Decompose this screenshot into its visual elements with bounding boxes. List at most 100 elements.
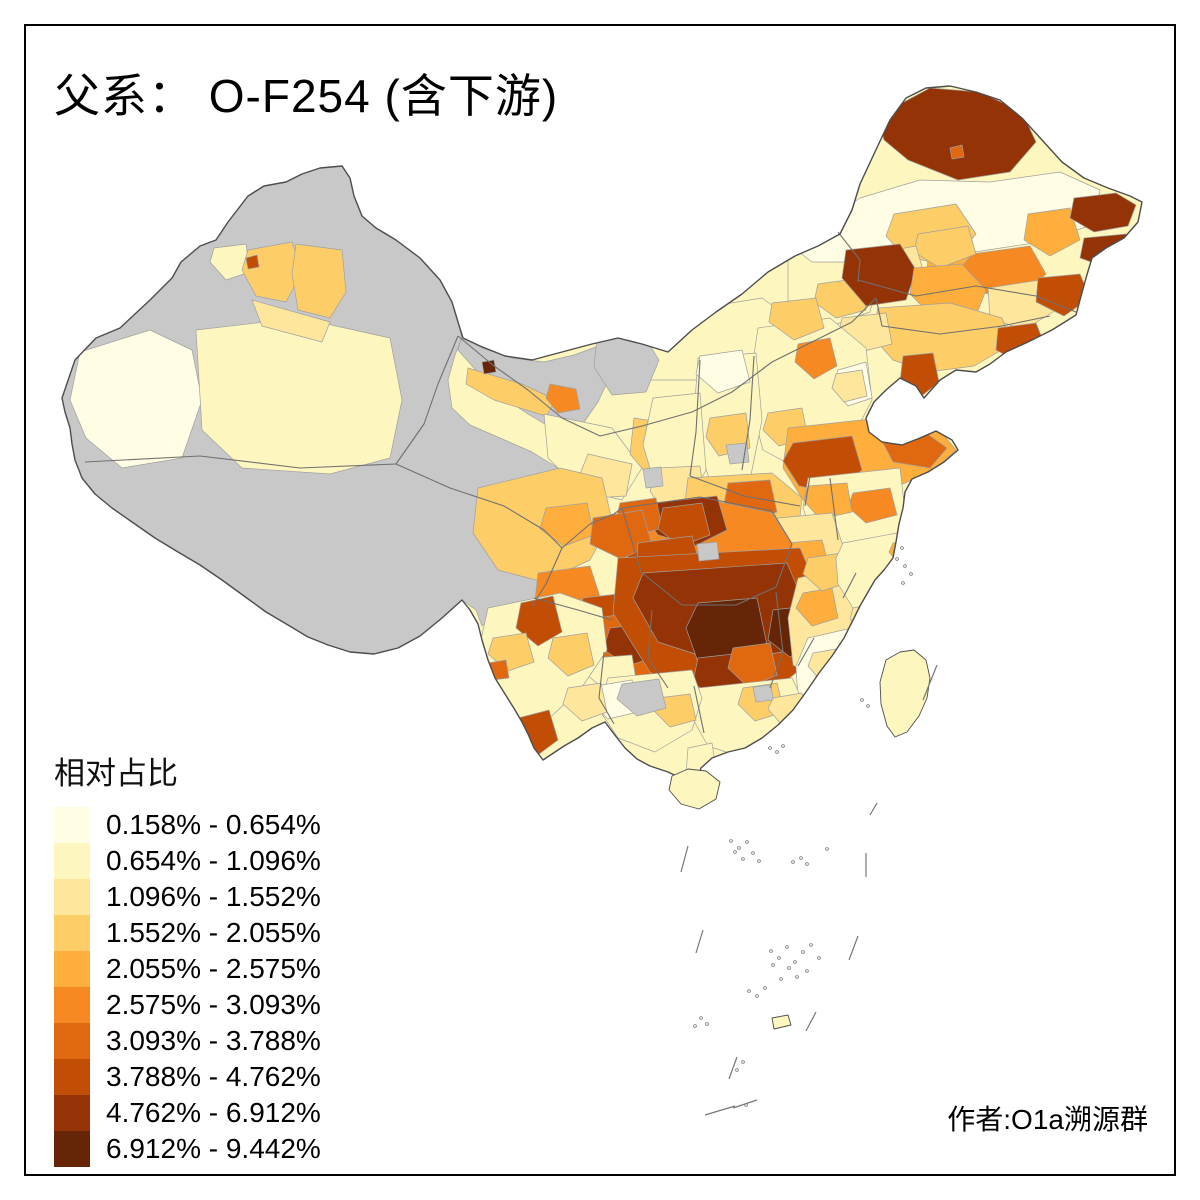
small-island-speck [768, 746, 772, 750]
legend-swatch [54, 879, 90, 915]
small-island-speck [744, 1103, 748, 1107]
map-region-hlj-top-dark [877, 87, 1037, 181]
map-region-ln-east-dark [995, 322, 1047, 363]
map-region-yn-km-orange [547, 632, 595, 677]
legend-row: 1.096% - 1.552% [54, 879, 321, 915]
small-island-speck [755, 994, 759, 998]
map-region-sc-chengdu-orange [539, 502, 595, 547]
map-region-xj-west-cream [69, 329, 203, 469]
legend-row: 3.093% - 3.788% [54, 1023, 321, 1059]
legend-swatch [54, 843, 90, 879]
province-border-line [395, 463, 563, 549]
small-island-speck [805, 969, 809, 973]
legend-label: 4.762% - 6.912% [106, 1097, 321, 1128]
map-region-xz-orange [803, 482, 853, 520]
small-island-speck [741, 1060, 745, 1064]
legend-row: 1.552% - 2.055% [54, 915, 321, 951]
map-island-itu-aba [771, 1014, 792, 1030]
province-border-line [84, 455, 397, 469]
map-region-hlj-speck [949, 144, 965, 160]
province-border-line [741, 355, 755, 471]
map-region-wz-pale2 [849, 602, 883, 634]
small-island-speck [693, 1024, 697, 1028]
map-island-taiwan [879, 649, 931, 738]
province-border-line [693, 685, 705, 734]
small-island-speck [775, 750, 779, 754]
legend-row: 4.762% - 6.912% [54, 1095, 321, 1131]
mainland-outline [61, 85, 1143, 801]
legend-swatch [54, 1023, 90, 1059]
small-island-speck [699, 1016, 703, 1020]
sea-boundary-dash [728, 1056, 738, 1080]
map-region-sc-ne-dark-orange [589, 509, 653, 560]
small-island-speck [729, 839, 733, 843]
province-border-line [689, 475, 801, 507]
small-island-speck [860, 698, 864, 702]
small-island-speck [747, 989, 751, 993]
small-island-speck [735, 1068, 739, 1072]
sea-boundary-dash [848, 935, 859, 961]
map-island-hainan [668, 768, 721, 810]
small-island-speck [705, 1022, 709, 1026]
small-island-speck [785, 945, 789, 949]
sea-boundary-dash [704, 1105, 736, 1116]
legend: 相对占比 0.158% - 0.654% 0.654% - 1.096% 1.096… [54, 748, 321, 1167]
legend-label: 0.158% - 0.654% [106, 809, 321, 840]
legend-swatch [54, 987, 90, 1023]
map-region-gray-speck-b [642, 466, 664, 489]
sea-boundary-dash [805, 1011, 817, 1032]
legend-label: 6.912% - 9.442% [106, 1133, 321, 1164]
map-region-hb-gray-speck [696, 541, 720, 562]
province-border-line [797, 637, 815, 667]
province-border-line [842, 572, 857, 599]
province-border-line [457, 335, 601, 437]
small-island-speck [787, 966, 791, 970]
map-region-chengde-orange [768, 297, 825, 341]
legend-swatch [54, 1059, 90, 1095]
legend-row: 2.575% - 3.093% [54, 987, 321, 1023]
small-island-speck [895, 557, 899, 561]
attribution: 作者:O1a溯源群 [947, 1104, 1148, 1135]
small-island-speck [741, 857, 745, 861]
map-region-datong-cream [695, 349, 751, 394]
map-region-tj-pale [831, 369, 868, 403]
map-region-cq-e-dark [657, 502, 711, 547]
small-island-speck [751, 851, 755, 855]
small-island-speck [777, 956, 781, 960]
province-border-line [395, 335, 459, 465]
legend-swatch [54, 951, 90, 987]
small-island-speck [909, 572, 913, 576]
small-island-speck [900, 546, 904, 550]
legend-row: 3.788% - 4.762% [54, 1059, 321, 1095]
legend-label: 3.788% - 4.762% [106, 1061, 321, 1092]
province-border-line [804, 475, 811, 507]
small-island-speck [799, 856, 803, 860]
map-region-fj-base [795, 627, 865, 723]
legend-swatch [54, 1095, 90, 1131]
small-island-speck [866, 704, 870, 708]
legend-row: 2.055% - 2.575% [54, 951, 321, 987]
legend-row: 0.158% - 0.654% [54, 807, 321, 843]
province-border-line [881, 315, 1051, 335]
map-region-xj-dark-speck [245, 254, 260, 270]
province-border-line [829, 477, 839, 541]
legend-row: 6.912% - 9.442% [54, 1131, 321, 1167]
legend-swatch [54, 915, 90, 951]
legend-label: 0.654% - 1.096% [106, 845, 321, 876]
legend-title: 相对占比 [54, 756, 178, 791]
small-island-speck [903, 564, 907, 568]
small-island-speck [901, 581, 905, 585]
map-region-gx-gray [616, 678, 667, 717]
small-island-speck [733, 850, 737, 854]
province-border-line [769, 591, 784, 689]
province-border-line [598, 651, 615, 725]
legend-label: 1.096% - 1.552% [106, 881, 321, 912]
small-island-speck [791, 860, 795, 864]
map-title: 父系： O-F254 (含下游) [54, 70, 559, 122]
province-border-line [689, 359, 701, 477]
province-border-line [857, 279, 1077, 313]
legend-swatch [54, 807, 90, 843]
small-island-speck [763, 986, 767, 990]
small-island-speck [825, 847, 829, 851]
